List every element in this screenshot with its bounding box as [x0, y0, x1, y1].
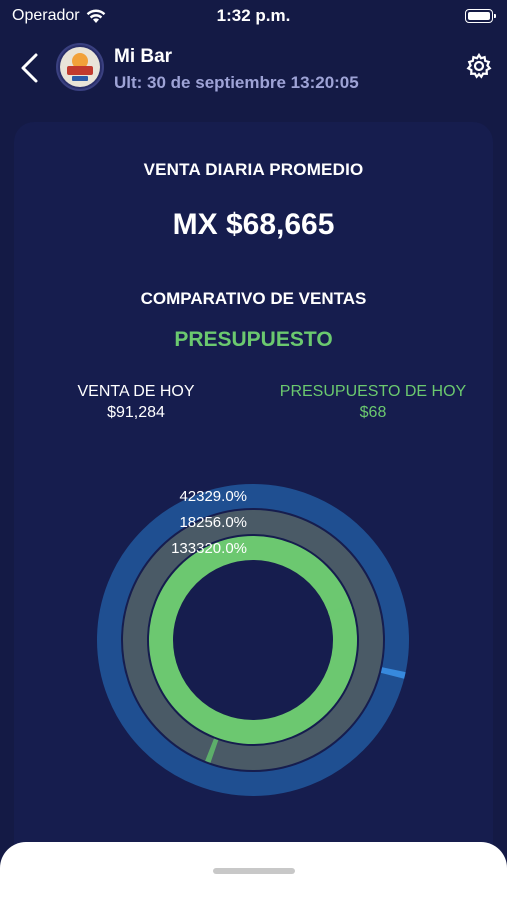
average-sales-value: MX $68,665 — [172, 208, 335, 241]
restaurant-logo-icon — [60, 47, 100, 87]
ring-progress-2 — [327, 603, 352, 616]
ring-percent-label-2: 133320.0% — [171, 540, 247, 557]
avatar — [56, 43, 104, 91]
comparison-mode-label[interactable]: PRESUPUESTO — [174, 328, 333, 351]
radial-progress-chart: 42329.0% 18256.0% 133320.0% — [97, 484, 409, 796]
ring-track-1 — [123, 510, 383, 770]
wifi-icon — [86, 8, 105, 23]
carrier-name: Operador — [12, 7, 80, 24]
gear-icon[interactable] — [465, 52, 493, 80]
ring-progress-1 — [205, 738, 219, 763]
today-sales-kpi: VENTA DE HOY $91,284 — [36, 381, 236, 423]
ring-track-0 — [97, 484, 409, 796]
average-sales-label: VENTA DIARIA PROMEDIO — [143, 160, 364, 179]
battery-icon — [465, 9, 496, 23]
last-update-text: Ult: 30 de septiembre 13:20:05 — [114, 73, 359, 92]
ring-track-2 — [149, 536, 357, 744]
today-sales-value: $91,284 — [107, 404, 165, 421]
today-budget-value: $68 — [359, 404, 387, 421]
back-button[interactable] — [16, 52, 44, 84]
today-sales-label: VENTA DE HOY — [77, 383, 195, 400]
status-left: Operador — [12, 7, 106, 25]
nav-bar: Mi Bar Ult: 30 de septiembre 13:20:05 — [0, 38, 507, 98]
today-budget-label: PRESUPUESTO DE HOY — [279, 383, 467, 400]
bottom-sheet[interactable] — [0, 842, 507, 900]
ring-percent-label-0: 42329.0% — [179, 488, 247, 505]
ring-percent-label-1: 18256.0% — [179, 514, 247, 531]
page-title: Mi Bar — [114, 46, 173, 67]
ring-progress-0 — [380, 667, 406, 679]
status-bar: Operador 1:32 p.m. — [0, 0, 507, 32]
sales-comparison-label: COMPARATIVO DE VENTAS — [140, 289, 367, 308]
today-budget-kpi: PRESUPUESTO DE HOY $68 — [273, 381, 473, 423]
sheet-handle[interactable] — [213, 868, 295, 874]
